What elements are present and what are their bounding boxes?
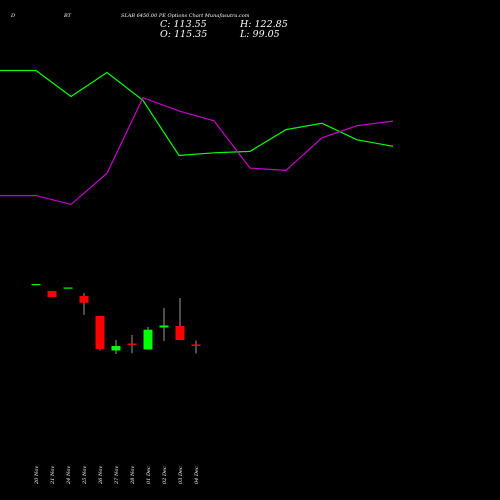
candle <box>95 316 105 351</box>
candle-body <box>31 284 41 286</box>
close-value: C: 113.55 <box>160 19 207 30</box>
header-interval: BT <box>63 13 72 19</box>
candle-body <box>143 329 153 350</box>
candle <box>127 335 137 354</box>
bands-layer <box>0 69 394 206</box>
x-tick-label: 04 Dec <box>194 466 200 484</box>
x-tick-label: 28 Nov <box>130 466 136 485</box>
candle <box>191 340 201 354</box>
x-tick-label: 24 Nov <box>66 466 72 485</box>
candle <box>31 284 41 286</box>
x-tick-label: 27 Nov <box>114 466 120 485</box>
candle <box>143 327 153 350</box>
candle <box>159 308 169 341</box>
x-axis-labels: 20 Nov 21 Nov 24 Nov 25 Nov 26 Nov 27 Nov 28 N… <box>34 466 200 485</box>
candle <box>175 298 185 340</box>
candle-body <box>191 344 201 346</box>
low-value: L: 99.05 <box>239 29 280 40</box>
candle-body <box>111 346 121 351</box>
open-value: O: 115.35 <box>160 29 207 40</box>
candle <box>111 340 121 354</box>
x-tick-label: 01 Dec <box>146 466 152 484</box>
high-value: H: 122.85 <box>239 19 288 30</box>
candle-body <box>175 326 185 340</box>
header-left-char: D <box>10 13 15 19</box>
candle-body <box>95 316 105 349</box>
x-tick-label: 20 Nov <box>34 466 40 485</box>
x-tick-label: 21 Nov <box>50 466 56 485</box>
upper-band-line <box>0 69 394 157</box>
candle <box>47 291 57 297</box>
x-tick-label: 25 Nov <box>82 466 88 485</box>
candles-layer <box>31 284 201 354</box>
candle-body <box>63 287 73 289</box>
x-tick-label: 03 Dec <box>178 466 184 484</box>
candle-body <box>127 343 137 345</box>
header-title: SLAB 6450.00 PE Options Chart Munafasutr… <box>121 13 250 19</box>
candle <box>63 287 73 289</box>
lower-band-line <box>0 96 394 206</box>
candle-body <box>79 296 89 303</box>
x-tick-label: 02 Dec <box>162 466 168 484</box>
candle-body <box>159 325 169 328</box>
candle <box>79 293 89 315</box>
candle-body <box>47 291 57 297</box>
x-tick-label: 26 Nov <box>98 466 104 485</box>
